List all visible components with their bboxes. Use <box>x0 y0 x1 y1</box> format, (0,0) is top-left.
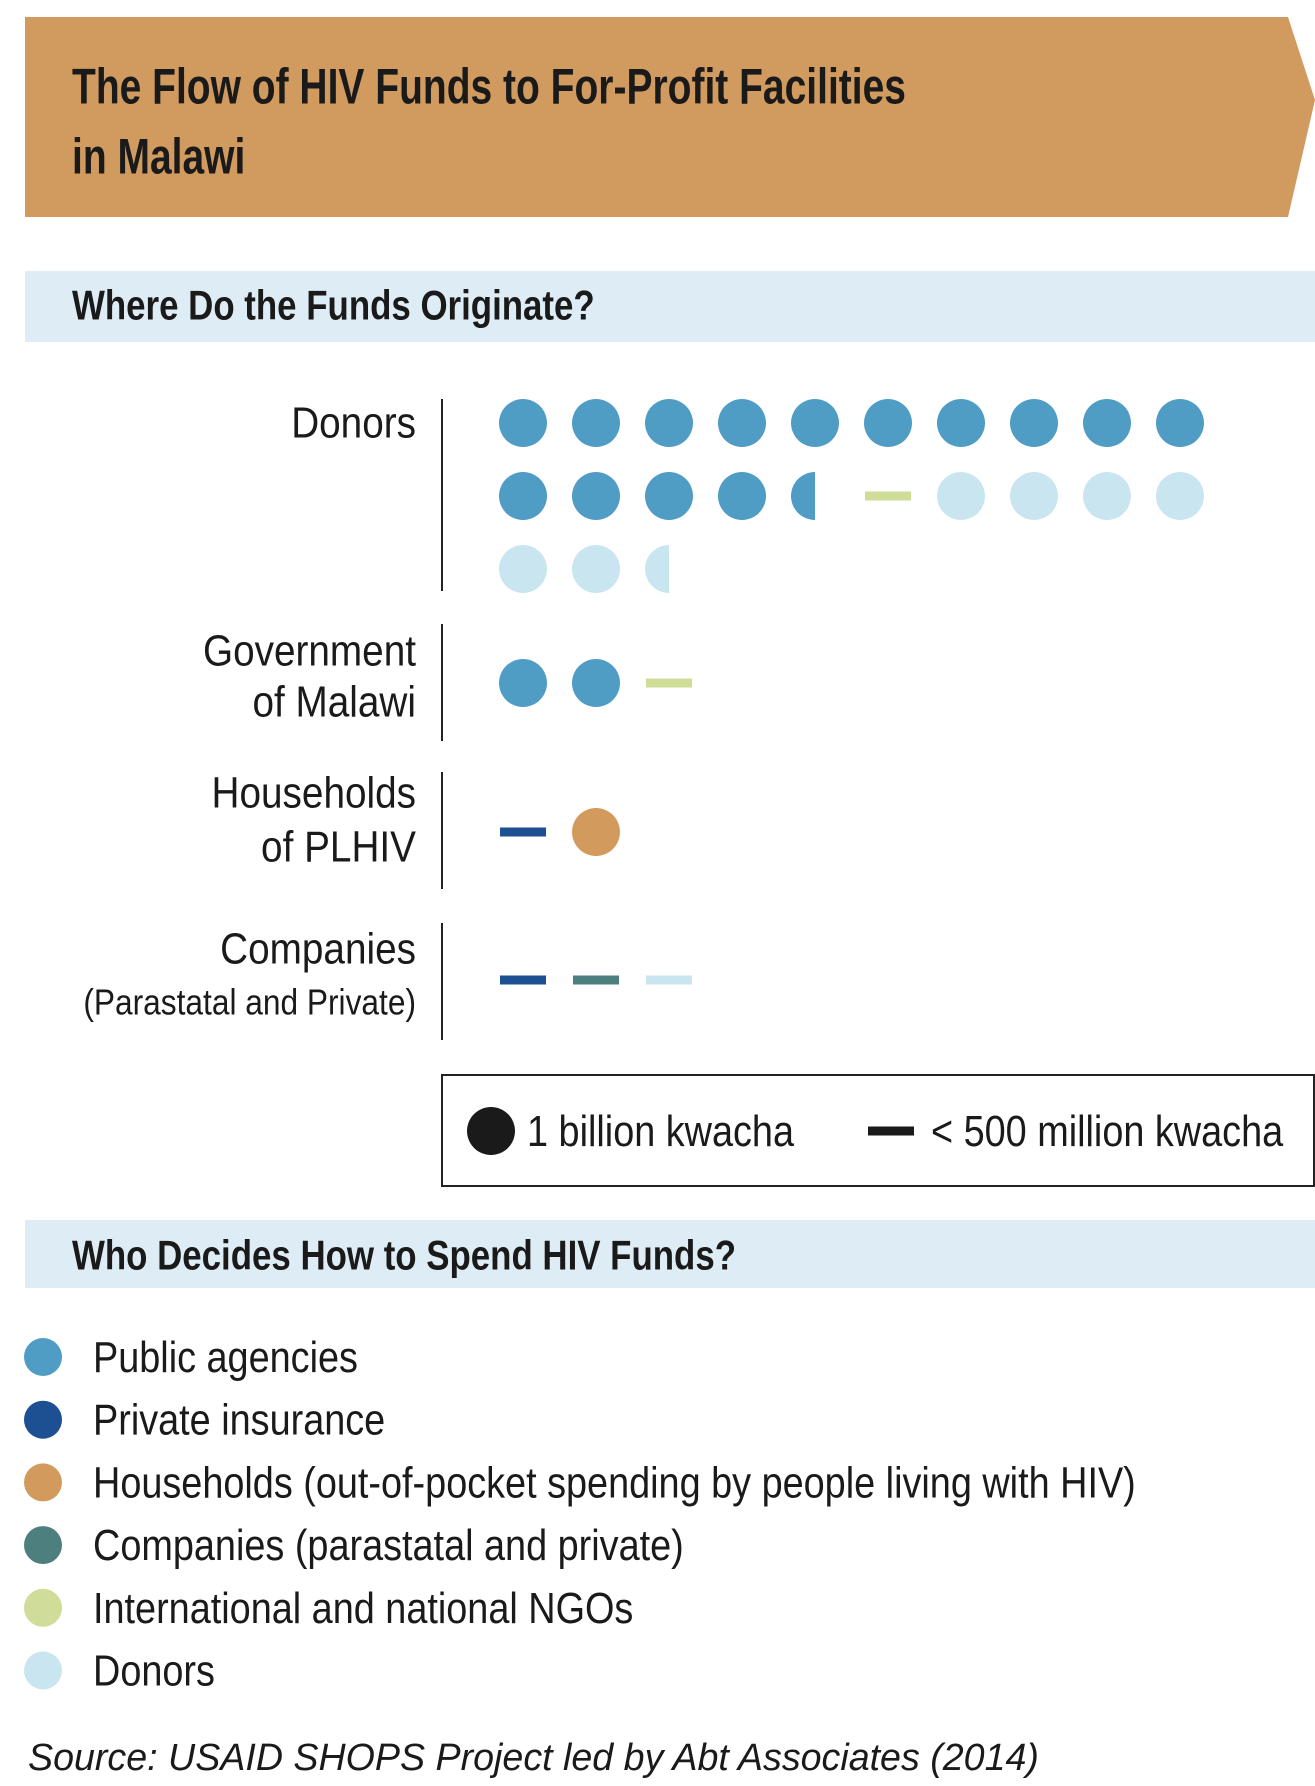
fund-icon <box>718 472 766 520</box>
title: The Flow of HIV Funds to For-Profit Faci… <box>72 58 906 115</box>
fund-icon <box>645 545 669 593</box>
legend-dot <box>24 1463 62 1502</box>
key-icon <box>467 1107 515 1155</box>
legend-label: Companies (parastatal and private) <box>93 1520 684 1569</box>
legend-label: Households (out-of-pocket spending by pe… <box>93 1458 1136 1507</box>
fund-icon <box>500 827 546 837</box>
source-label: Companies <box>220 923 416 973</box>
fund-icon <box>1083 472 1131 520</box>
section-heading: Who Decides How to Spend HIV Funds? <box>72 1233 736 1280</box>
fund-icon <box>500 975 546 985</box>
key-label: 1 billion kwacha <box>527 1106 794 1155</box>
fund-icon <box>499 659 547 707</box>
legend-dot <box>24 1338 62 1376</box>
fund-icon <box>646 975 692 985</box>
fund-icon <box>572 399 620 447</box>
fund-icon <box>864 399 912 447</box>
fund-icon <box>1010 472 1058 520</box>
legend-dot <box>24 1588 62 1627</box>
source-note: Source: USAID SHOPS Project led by Abt A… <box>28 1737 1039 1779</box>
title-banner <box>25 17 1315 217</box>
fund-icon <box>499 399 547 447</box>
fund-icon <box>865 491 911 501</box>
fund-icon <box>1083 399 1131 447</box>
key-box <box>441 1074 1315 1187</box>
fund-icon <box>645 399 693 447</box>
source-label: Donors <box>291 397 416 447</box>
fund-icon <box>499 472 547 520</box>
key-label: < 500 million kwacha <box>931 1106 1283 1155</box>
fund-icon <box>791 399 839 447</box>
source-label: Households <box>212 767 416 817</box>
fund-icon <box>791 472 815 520</box>
fund-icon <box>572 472 620 520</box>
section-heading: Where Do the Funds Originate? <box>72 283 595 330</box>
legend-label: Private insurance <box>93 1395 385 1444</box>
fund-icon <box>572 545 620 593</box>
fund-icon <box>572 808 620 856</box>
section-bar <box>25 1220 1315 1288</box>
fund-icon <box>645 472 693 520</box>
legend-label: Public agencies <box>93 1332 358 1381</box>
fund-icon <box>718 399 766 447</box>
fund-icon <box>499 545 547 593</box>
source-label: of Malawi <box>252 676 416 726</box>
fund-icon <box>937 472 985 520</box>
fund-icon <box>1156 399 1204 447</box>
legend-dot <box>24 1400 62 1439</box>
title: in Malawi <box>72 128 245 185</box>
source-label: of PLHIV <box>261 821 416 871</box>
source-label: (Parastatal and Private) <box>83 983 416 1023</box>
fund-icon <box>572 659 620 707</box>
section-bar <box>25 271 1315 342</box>
legend-dot <box>24 1651 62 1690</box>
fund-icon <box>573 975 619 985</box>
legend-dot <box>24 1526 62 1565</box>
legend-label: Donors <box>93 1646 215 1695</box>
source-label: Government <box>203 625 416 675</box>
fund-icon <box>646 678 692 688</box>
fund-icon <box>1156 472 1204 520</box>
key-icon <box>868 1126 914 1136</box>
legend-label: International and national NGOs <box>93 1583 633 1632</box>
fund-icon <box>1010 399 1058 447</box>
fund-icon <box>937 399 985 447</box>
